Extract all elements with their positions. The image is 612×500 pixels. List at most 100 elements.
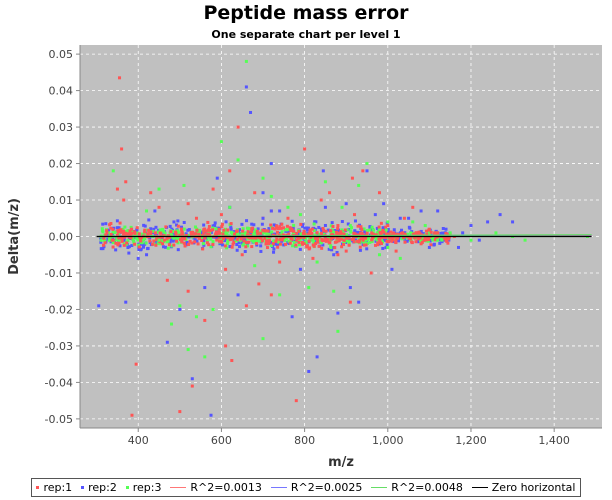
legend-item: Zero horizontal (471, 481, 575, 494)
band-point (268, 239, 272, 243)
legend-label: R^2=0.0025 (290, 481, 363, 494)
band-point (137, 248, 141, 252)
band-point (218, 242, 222, 246)
band-point (283, 238, 287, 242)
data-point (219, 140, 223, 144)
data-point (244, 85, 248, 89)
data-point (153, 209, 157, 213)
band-point (222, 228, 226, 232)
data-point (336, 311, 340, 315)
band-point (240, 231, 244, 235)
legend-item: R^2=0.0013 (170, 481, 262, 494)
data-point (461, 231, 465, 235)
legend-line-icon (471, 487, 488, 488)
data-point (219, 213, 223, 217)
band-point (386, 240, 390, 244)
band-point (182, 241, 186, 245)
band-point (205, 236, 209, 240)
band-point (187, 228, 191, 232)
band-point (279, 233, 283, 237)
band-point (328, 241, 332, 245)
band-point (269, 244, 273, 248)
band-point (370, 225, 374, 229)
band-point (232, 241, 236, 245)
band-point (329, 244, 333, 248)
data-point (186, 348, 190, 352)
band-point (273, 242, 277, 246)
band-point (370, 228, 374, 232)
band-point (368, 225, 372, 229)
band-point (352, 231, 356, 235)
band-point (338, 231, 342, 235)
legend-item: rep:1 (36, 481, 72, 494)
band-point (261, 228, 265, 232)
data-point (178, 304, 182, 308)
band-point (391, 231, 395, 235)
data-point (357, 300, 361, 304)
band-point (352, 240, 356, 244)
band-point (146, 232, 150, 236)
band-point (156, 230, 160, 234)
band-point (276, 240, 280, 244)
y-axis-label: Delta(m/z) (7, 198, 22, 275)
band-point (235, 233, 239, 237)
band-point (235, 237, 239, 241)
band-point (298, 238, 302, 242)
band-point (337, 239, 341, 243)
band-point (381, 228, 385, 232)
band-point (115, 237, 119, 241)
band-point (305, 226, 309, 230)
band-point (161, 227, 165, 231)
band-point (308, 228, 312, 232)
band-point (159, 237, 163, 241)
band-point (310, 227, 314, 231)
band-point (424, 229, 428, 233)
band-point (209, 237, 213, 241)
band-point (192, 236, 196, 240)
band-point (202, 239, 206, 243)
band-point (237, 245, 241, 249)
band-point (220, 222, 224, 226)
data-point (321, 169, 325, 173)
band-point (271, 233, 275, 237)
band-point (417, 236, 421, 240)
band-point (118, 221, 122, 225)
band-point (198, 228, 202, 232)
band-point (267, 232, 271, 236)
band-point (122, 238, 126, 242)
data-point (253, 264, 257, 268)
band-point (250, 230, 254, 234)
band-point (229, 227, 233, 231)
band-point (168, 239, 172, 243)
band-point (217, 233, 221, 237)
data-point (419, 242, 423, 246)
band-point (122, 242, 126, 246)
data-point (190, 377, 194, 381)
band-point (379, 232, 383, 236)
band-point (344, 236, 348, 240)
band-point (396, 236, 400, 240)
band-point (272, 239, 276, 243)
x-tick-label: 600 (211, 434, 232, 447)
band-point (353, 219, 357, 223)
data-point (436, 238, 440, 242)
band-point (170, 234, 174, 238)
data-point (365, 162, 369, 166)
x-tick-label: 1,000 (372, 434, 404, 447)
legend-item: rep:2 (81, 481, 117, 494)
y-tick-label: -0.05 (45, 413, 73, 426)
band-point (123, 231, 127, 235)
band-point (250, 238, 254, 242)
data-point (269, 209, 273, 213)
band-point (407, 236, 411, 240)
data-point (423, 224, 427, 228)
band-point (338, 237, 342, 241)
band-point (111, 245, 115, 249)
data-point (149, 191, 153, 195)
data-point (311, 256, 315, 260)
band-point (174, 232, 178, 236)
band-point (342, 240, 346, 244)
data-point (328, 191, 332, 195)
band-point (420, 237, 424, 241)
band-point (431, 238, 435, 242)
